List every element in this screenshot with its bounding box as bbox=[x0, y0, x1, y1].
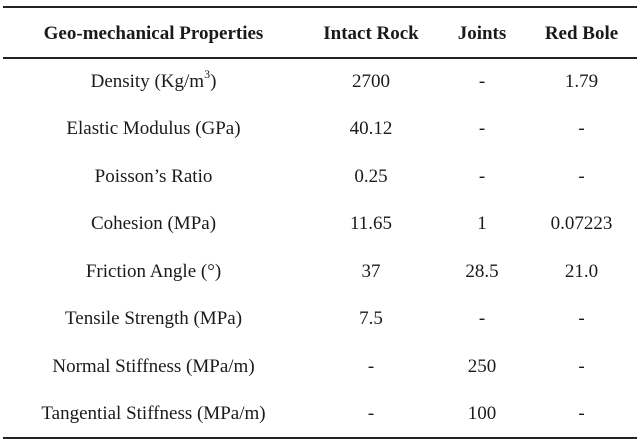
joints-cell: 1 bbox=[477, 213, 487, 235]
intact-rock-cell: - bbox=[367, 355, 375, 377]
header-geo-mechanical-properties: Geo-mechanical Properties bbox=[3, 6, 304, 59]
property-cell: Tensile Strength (MPa) bbox=[64, 308, 243, 330]
table-row: Elastic Modulus (GPa) 40.12 - - bbox=[3, 106, 637, 154]
property-label: Density (Kg/m bbox=[90, 71, 205, 93]
joints-cell: - bbox=[478, 71, 486, 93]
properties-table-container: Geo-mechanical Properties Intact Rock Jo… bbox=[3, 6, 637, 439]
property-cell: Friction Angle (°) bbox=[85, 260, 222, 282]
table-row: Density (Kg/m3) 2700 - 1.79 bbox=[3, 58, 637, 106]
property-cell: Density (Kg/m3) bbox=[3, 58, 304, 106]
red-bole-cell: - bbox=[578, 118, 585, 140]
intact-rock-cell: 7.5 bbox=[359, 308, 383, 330]
property-superscript: 3 bbox=[204, 66, 211, 81]
property-label-suffix: ) bbox=[210, 71, 217, 93]
intact-rock-cell: 0.25 bbox=[354, 165, 388, 187]
joints-cell: - bbox=[478, 308, 486, 330]
intact-rock-cell: 11.65 bbox=[349, 213, 393, 235]
joints-cell: - bbox=[478, 165, 486, 187]
table-row: Friction Angle (°) 37 28.5 21.0 bbox=[3, 248, 637, 296]
table-row: Normal Stiffness (MPa/m) - 250 - bbox=[3, 343, 637, 391]
header-joints: Joints bbox=[438, 6, 526, 59]
joints-cell: - bbox=[478, 118, 486, 140]
table-row: Poisson’s Ratio 0.25 - - bbox=[3, 153, 637, 201]
geo-mechanical-properties-table: Geo-mechanical Properties Intact Rock Jo… bbox=[3, 6, 637, 439]
table-row: Cohesion (MPa) 11.65 1 0.07223 bbox=[3, 201, 637, 249]
joints-cell: 250 bbox=[467, 355, 497, 377]
red-bole-cell: - bbox=[578, 165, 585, 187]
intact-rock-cell: - bbox=[304, 390, 438, 439]
joints-cell: 28.5 bbox=[465, 260, 499, 282]
header-intact-rock: Intact Rock bbox=[304, 6, 438, 59]
header-red-bole: Red Bole bbox=[526, 6, 637, 59]
table-row: Tensile Strength (MPa) 7.5 - - bbox=[3, 296, 637, 344]
header-row: Geo-mechanical Properties Intact Rock Jo… bbox=[3, 6, 637, 59]
intact-rock-cell: 40.12 bbox=[349, 118, 393, 140]
table-body: Density (Kg/m3) 2700 - 1.79 Elastic Modu… bbox=[3, 58, 637, 439]
property-cell: Tangential Stiffness (MPa/m) bbox=[3, 390, 304, 439]
property-cell: Poisson’s Ratio bbox=[94, 165, 213, 187]
red-bole-cell: 1.79 bbox=[564, 71, 599, 93]
intact-rock-cell: 2700 bbox=[352, 71, 390, 93]
property-cell: Elastic Modulus (GPa) bbox=[66, 118, 241, 140]
intact-rock-cell: 37 bbox=[361, 260, 381, 282]
table-header: Geo-mechanical Properties Intact Rock Jo… bbox=[3, 6, 637, 59]
red-bole-cell: - bbox=[578, 355, 585, 377]
table-row: Tangential Stiffness (MPa/m) - 100 - bbox=[3, 390, 637, 439]
red-bole-cell: - bbox=[526, 390, 637, 439]
joints-cell: 100 bbox=[438, 390, 526, 439]
red-bole-cell: 21.0 bbox=[564, 260, 599, 282]
red-bole-cell: 0.07223 bbox=[550, 213, 613, 235]
property-cell: Normal Stiffness (MPa/m) bbox=[52, 355, 255, 377]
red-bole-cell: - bbox=[578, 308, 585, 330]
property-cell: Cohesion (MPa) bbox=[90, 213, 217, 235]
